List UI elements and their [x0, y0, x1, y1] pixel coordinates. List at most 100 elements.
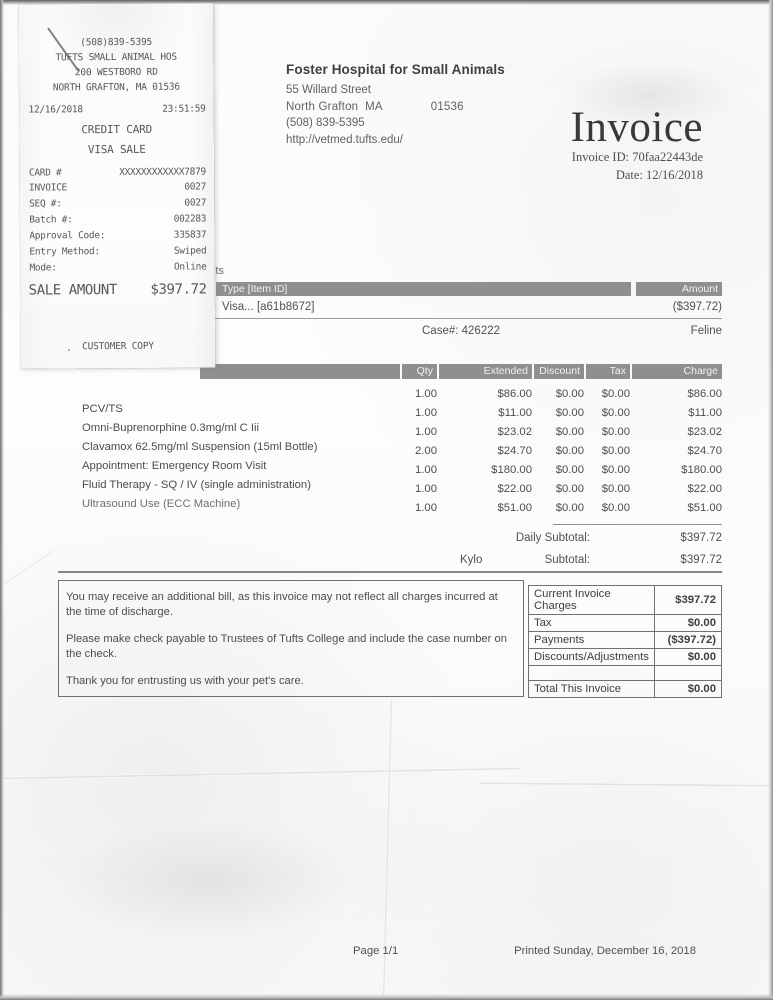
scan-edge-top — [0, 0, 773, 5]
receipt-date: 12/16/2018 — [28, 104, 83, 116]
page-number: Page 1/1 — [353, 945, 399, 957]
table-cell-charge: $180.00 — [681, 464, 722, 476]
table-cell-tax: $0.00 — [601, 464, 630, 476]
table-cell-extended: $23.02 — [497, 426, 532, 438]
note-line-3: Thank you for entrusting us with your pe… — [66, 675, 304, 687]
receipt-address: 200 WESTBORO RD — [74, 66, 158, 79]
lineitems-header-extended: Extended — [439, 364, 532, 379]
table-cell-charge: $23.02 — [687, 426, 722, 438]
table-cell-charge: $86.00 — [687, 388, 722, 400]
table-cell-tax: $0.00 — [601, 426, 630, 438]
receipt-sale-amount-label: SALE AMOUNT — [28, 282, 118, 299]
patient-subtotal-label: Subtotal: — [544, 554, 590, 566]
table-cell-charge: $24.70 — [687, 445, 722, 457]
receipt-field-label: Batch #: — [29, 214, 73, 226]
table-row: Ultrasound Use (ECC Machine) — [82, 498, 241, 510]
receipt-card-type: CREDIT CARD — [81, 122, 153, 137]
summary-value: $0.00 — [653, 680, 723, 698]
receipt-copy-label: CUSTOMER COPY — [82, 340, 154, 353]
table-cell-discount: $0.00 — [555, 426, 584, 438]
table-cell-charge: $11.00 — [688, 407, 722, 419]
hospital-phone: (508) 839-5395 — [286, 117, 365, 129]
summary-value: ($397.72) — [653, 631, 723, 649]
receipt-field-label: SEQ #: — [29, 198, 62, 210]
receipt-field-label: Entry Method: — [29, 246, 100, 258]
table-cell-extended: $11.00 — [498, 407, 532, 419]
table-cell-discount: $0.00 — [555, 502, 584, 514]
table-cell-qty: 1.00 — [415, 388, 437, 400]
receipt-time: 23:51:59 — [162, 103, 206, 115]
hospital-address-block: 55 Willard Street North Grafton MA 01536 … — [286, 82, 464, 148]
table-row: Fluid Therapy - SQ / IV (single administ… — [82, 479, 311, 491]
receipt-city-state-zip: NORTH GRAFTON, MA 01536 — [52, 81, 180, 94]
receipt-field-label: Approval Code: — [29, 230, 106, 242]
patient-species: Feline — [690, 325, 722, 337]
hospital-street: 55 Willard Street — [286, 84, 372, 96]
payments-header-amount: Amount — [636, 282, 722, 296]
table-row: Current Invoice Charges $397.72 — [528, 585, 723, 615]
divider — [553, 524, 722, 525]
invoice-id: Invoice ID: 70faa22443de — [571, 150, 703, 164]
table-row: Tax $0.00 — [528, 614, 723, 632]
table-row-blank — [528, 665, 723, 681]
hospital-city-state-zip: North Grafton MA 01536 — [286, 100, 464, 113]
scan-edge-bottom — [0, 994, 773, 1000]
invoice-date: Date: 12/16/2018 — [615, 168, 703, 182]
patient-subtotal-value: $397.72 — [680, 554, 722, 566]
table-cell-discount: $0.00 — [555, 445, 584, 457]
table-row: Appointment: Emergency Room Visit — [82, 460, 267, 472]
lineitems-header-description — [200, 364, 400, 379]
summary-label — [528, 665, 655, 681]
table-cell-qty: 1.00 — [415, 464, 437, 476]
table-cell-qty: 1.00 — [415, 407, 437, 419]
table-row: Total This Invoice $0.00 — [528, 680, 723, 698]
patient-subtotal-name: Kylo — [460, 554, 483, 566]
invoice-title: Invoice — [570, 104, 703, 151]
table-row: Omni-Buprenorphine 0.3mg/ml C Iii — [82, 422, 260, 434]
lineitems-header-discount: Discount — [534, 364, 584, 379]
note-line-2: Please make check payable to Trustees of… — [66, 633, 507, 660]
payments-header-type: Type [Item ID] — [216, 282, 631, 296]
receipt-sale-type: VISA SALE — [87, 142, 146, 157]
receipt-field-value: 0027 — [184, 197, 207, 209]
hospital-name: Foster Hospital for Small Animals — [286, 62, 505, 77]
receipt-field-value: 002283 — [173, 213, 207, 225]
lineitems-header-tax: Tax — [586, 364, 630, 379]
receipt-sale-amount-value: $397.72 — [150, 281, 207, 298]
summary-label: Tax — [528, 614, 655, 632]
table-cell-extended: $86.00 — [497, 388, 532, 400]
table-cell-tax: $0.00 — [601, 388, 630, 400]
receipt-field-value: XXXXXXXXXXXX7879 — [119, 166, 206, 178]
table-cell-extended: $22.00 — [497, 483, 532, 495]
divider — [58, 571, 722, 573]
scan-smudge — [60, 820, 360, 940]
table-cell-extended: $24.70 — [497, 445, 532, 457]
table-cell-qty: 1.00 — [415, 483, 437, 495]
table-cell-tax: $0.00 — [601, 483, 630, 495]
table-cell-extended: $51.00 — [497, 502, 532, 514]
pen-mark — [47, 27, 80, 72]
hospital-website: http://vetmed.tufts.edu/ — [286, 133, 403, 146]
table-row: Clavamox 62.5mg/ml Suspension (15ml Bott… — [82, 441, 318, 453]
note-line-1: You may receive an additional bill, as t… — [66, 591, 498, 618]
table-cell-extended: $180.00 — [491, 464, 532, 476]
table-cell-charge: $51.00 — [687, 502, 722, 514]
summary-value: $0.00 — [653, 648, 723, 666]
daily-subtotal-label: Daily Subtotal: — [515, 532, 590, 544]
lineitems-header-qty: Qty — [402, 364, 437, 379]
scan-edge-left — [0, 0, 4, 1000]
lineitems-header-charge: Charge — [632, 364, 722, 379]
table-cell-discount: $0.00 — [555, 388, 584, 400]
payment-row-amount: ($397.72) — [672, 301, 722, 313]
daily-subtotal-value: $397.72 — [680, 532, 722, 544]
table-row: PCV/TS — [82, 403, 123, 415]
scan-smudge — [560, 60, 740, 130]
table-row: Discounts/Adjustments $0.00 — [528, 648, 723, 666]
table-cell-qty: 1.00 — [415, 502, 437, 514]
table-cell-discount: $0.00 — [555, 464, 584, 476]
divider — [200, 318, 722, 319]
receipt-field-label: Mode: — [29, 262, 57, 274]
case-number: Case#: 426222 — [422, 325, 501, 337]
table-cell-qty: 2.00 — [415, 445, 437, 457]
